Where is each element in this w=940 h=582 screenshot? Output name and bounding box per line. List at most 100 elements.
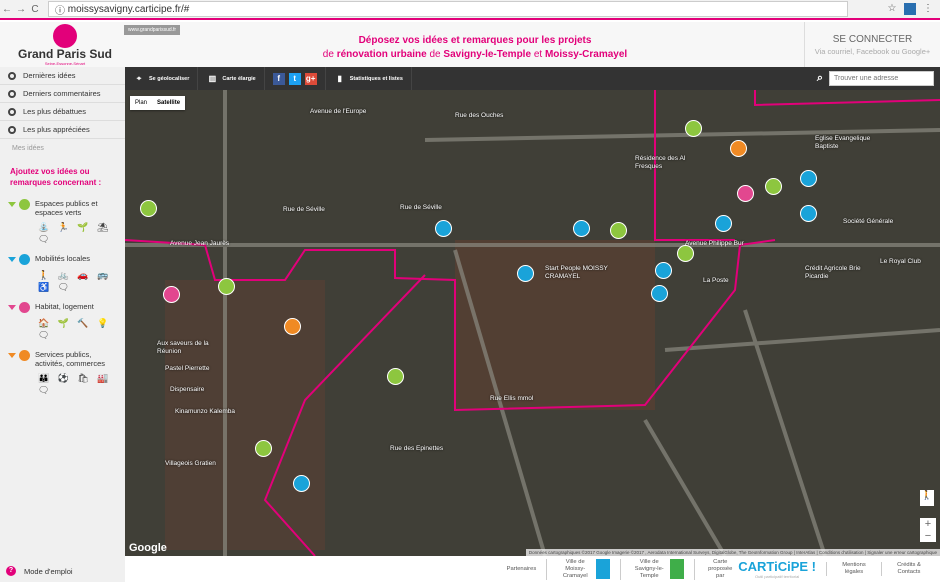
- category-public-spaces[interactable]: Espaces publics et espaces verts ⛲ 🏃 🌱 ⛱ …: [0, 194, 125, 249]
- url-bar[interactable]: ⓘ moissysavigny.carticipe.fr/#: [48, 1, 848, 17]
- l: Se géolocaliser: [149, 75, 190, 82]
- reload-icon[interactable]: C: [31, 3, 39, 15]
- my-ideas[interactable]: Mes idées: [12, 145, 44, 152]
- idea-marker[interactable]: [765, 178, 782, 195]
- header: Grand Paris Sud Seine-Essonne-Sénart www.…: [0, 22, 940, 67]
- address-search-input[interactable]: [829, 71, 934, 86]
- power-icon: [19, 199, 30, 210]
- l: Crédits & Contacts: [897, 562, 921, 575]
- credits-link[interactable]: Crédits & Contacts: [881, 562, 936, 576]
- map[interactable]: Plan Satellite Avenue de l'Europe Rue des…: [125, 90, 940, 556]
- idea-marker[interactable]: [677, 245, 694, 262]
- power-icon: [19, 302, 30, 313]
- zoom-out-button[interactable]: −: [924, 530, 932, 542]
- bubble-icon: [8, 125, 16, 134]
- savigny-link[interactable]: Ville de Savigny-le-Temple: [620, 558, 694, 580]
- t: de: [322, 49, 334, 60]
- idea-marker[interactable]: [730, 140, 747, 157]
- category-housing[interactable]: Habitat, logement 🏠 🌱 🔨 💡 🗨: [0, 297, 125, 345]
- stats-button[interactable]: ▮ Statistiques et listes: [326, 67, 412, 90]
- idea-marker[interactable]: [255, 440, 272, 457]
- l: Derniers commentaires: [23, 89, 101, 98]
- bubble-icon: [8, 71, 16, 80]
- menu-latest-ideas[interactable]: Dernières idées: [0, 67, 125, 85]
- l: Habitat, logement: [35, 302, 94, 311]
- menu-most-debated[interactable]: Les plus débattues: [0, 103, 125, 121]
- google-plus-icon[interactable]: g+: [304, 72, 317, 85]
- idea-marker[interactable]: [163, 286, 180, 303]
- idea-marker[interactable]: [435, 220, 452, 237]
- map-toolbar: ⌖ Se géolocaliser ▥ Carte élargie f t g+ ▮ St…: [125, 67, 940, 90]
- extension-icon[interactable]: [904, 3, 916, 15]
- geolocate-button[interactable]: ⌖ Se géolocaliser: [125, 67, 199, 90]
- idea-marker[interactable]: [685, 120, 702, 137]
- url-text: moissysavigny.carticipe.fr/#: [67, 3, 190, 15]
- map-label: Avenue Philippe Bur: [685, 240, 744, 247]
- idea-marker[interactable]: [737, 185, 754, 202]
- triangle-icon: [8, 305, 16, 310]
- back-icon[interactable]: ←: [2, 3, 12, 15]
- stats-icon: ▮: [337, 73, 342, 83]
- idea-marker[interactable]: [573, 220, 590, 237]
- logo[interactable]: Grand Paris Sud Seine-Essonne-Sénart: [10, 22, 120, 67]
- menu-most-liked[interactable]: Les plus appréciées: [0, 121, 125, 139]
- idea-marker[interactable]: [387, 368, 404, 385]
- subcategory-icons[interactable]: ⛲ 🏃 🌱 ⛱ 🗨: [38, 222, 112, 244]
- menu-latest-comments[interactable]: Derniers commentaires: [0, 85, 125, 103]
- help-icon: ?: [6, 566, 16, 576]
- menu-icon[interactable]: ⋮: [923, 3, 933, 14]
- t: Moissy-Cramayel: [544, 49, 628, 60]
- site-link[interactable]: www.grandparissud.fr: [124, 25, 181, 35]
- idea-marker[interactable]: [140, 200, 157, 217]
- map-label: Avenue de l'Europe: [310, 108, 367, 115]
- page-title: Déposez vos idées et remarques pour les …: [250, 34, 700, 62]
- l: Outil participatif territorial: [754, 573, 800, 579]
- forward-icon[interactable]: →: [16, 3, 26, 15]
- satellite-button[interactable]: Satellite: [157, 100, 181, 106]
- large-map-button[interactable]: ▥ Carte élargie: [198, 67, 265, 90]
- idea-marker[interactable]: [517, 265, 534, 282]
- subcategory-icons[interactable]: 🚶 🚲 🚗 🚌 ♿ 🗨: [38, 270, 112, 292]
- idea-marker[interactable]: [284, 318, 301, 335]
- login-button[interactable]: SE CONNECTER Via courriel, Facebook ou Go…: [804, 22, 940, 67]
- idea-marker[interactable]: [800, 170, 817, 187]
- partners-link[interactable]: Partenaires: [497, 566, 547, 573]
- star-icon[interactable]: ☆: [887, 3, 897, 14]
- street-view-icon[interactable]: 🚶: [920, 490, 934, 506]
- idea-marker[interactable]: [655, 262, 672, 279]
- map-label: Rue Ellis mmol: [490, 395, 534, 402]
- map-type-switch: Plan Satellite: [130, 96, 186, 110]
- idea-marker[interactable]: [800, 205, 817, 222]
- moissy-link[interactable]: Ville de Moissy-Cramayel: [546, 558, 620, 580]
- plan-button[interactable]: Plan: [135, 100, 148, 106]
- l: Mode d'emploi: [24, 566, 73, 576]
- idea-marker[interactable]: [218, 278, 235, 295]
- l: Partenaires: [506, 565, 537, 572]
- triangle-icon: [8, 202, 16, 207]
- map-attribution[interactable]: Données cartographiques ©2017 Google Ima…: [525, 549, 940, 556]
- map-label: Start People MOISSY CRAMAYEL: [545, 265, 608, 280]
- zoom-in-button[interactable]: +: [924, 518, 932, 530]
- facebook-icon[interactable]: f: [272, 72, 285, 85]
- subcategory-icons[interactable]: 🏠 🌱 🔨 💡 🗨: [38, 318, 112, 340]
- search-icon[interactable]: ⌕: [816, 72, 823, 84]
- map-label: Rue des Ouches: [455, 112, 504, 119]
- idea-marker[interactable]: [715, 215, 732, 232]
- category-mobility[interactable]: Mobilités locales 🚶 🚲 🚗 🚌 ♿ 🗨: [0, 249, 125, 297]
- twitter-icon[interactable]: t: [288, 72, 301, 85]
- triangle-icon: [8, 353, 16, 358]
- idea-marker[interactable]: [651, 285, 668, 302]
- login-label: SE CONNECTER: [832, 34, 913, 45]
- carticipe-link[interactable]: Carte proposée par CARTiCiPE ! Outil parti…: [694, 558, 826, 580]
- subcategory-icons[interactable]: 👪 ⚽ 🛍 🏭 🗨: [38, 373, 112, 395]
- map-label: Résidence des Al Fresques: [635, 155, 686, 170]
- t: et: [533, 49, 543, 60]
- idea-marker[interactable]: [610, 222, 627, 239]
- map-label: Rue de Séville: [400, 204, 442, 211]
- category-services[interactable]: Services publics, activités, commerces 👪 …: [0, 345, 125, 400]
- idea-marker[interactable]: [293, 475, 310, 492]
- legal-link[interactable]: Mentions légales: [826, 562, 881, 576]
- help-link[interactable]: ? Mode d'emploi: [6, 566, 73, 576]
- map-label: Eglise Evangelique Baptiste: [815, 135, 871, 150]
- map-label: Rue de Séville: [283, 206, 325, 213]
